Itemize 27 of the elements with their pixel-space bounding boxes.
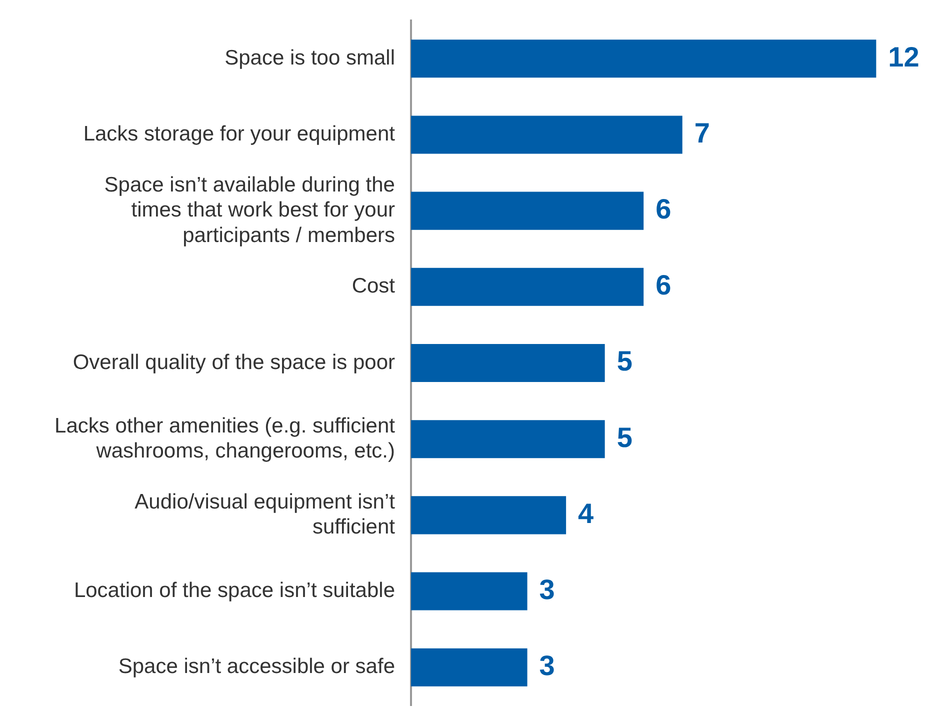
y-tick-label: Space isn’t accessible or safe — [118, 655, 395, 678]
data-label: 3 — [539, 574, 555, 605]
bar — [411, 40, 876, 78]
data-label: 7 — [694, 117, 710, 148]
data-label: 6 — [656, 270, 672, 301]
data-label: 4 — [578, 498, 594, 529]
bar — [411, 344, 605, 382]
data-label: 5 — [616, 422, 632, 453]
bar — [411, 420, 605, 458]
bar — [411, 572, 528, 610]
y-tick-label: Lacks other amenities (e.g. sufficient washrooms, changerooms, etc.) — [54, 414, 396, 462]
data-label: 5 — [616, 346, 632, 377]
data-label: 12 — [888, 41, 920, 72]
y-tick-label: Space is too small — [224, 46, 395, 70]
bar — [411, 268, 644, 306]
y-tick-label: Overall quality of the space is poor — [72, 350, 395, 374]
y-tick-label: Cost — [352, 274, 396, 298]
y-tick-label: Lacks storage for your equipment — [83, 122, 396, 146]
data-label: 6 — [656, 194, 672, 225]
bar — [411, 648, 528, 686]
bar — [411, 496, 566, 534]
data-label: 3 — [539, 650, 555, 682]
y-tick-label: Audio/visual equipment isn’t sufficient — [134, 490, 396, 539]
bar — [411, 116, 682, 154]
bar — [411, 192, 644, 230]
y-tick-label: Location of the space isn’t suitable — [74, 579, 395, 602]
y-tick-label: Space isn’t available during the times that work best for your participants / members — [104, 173, 395, 247]
